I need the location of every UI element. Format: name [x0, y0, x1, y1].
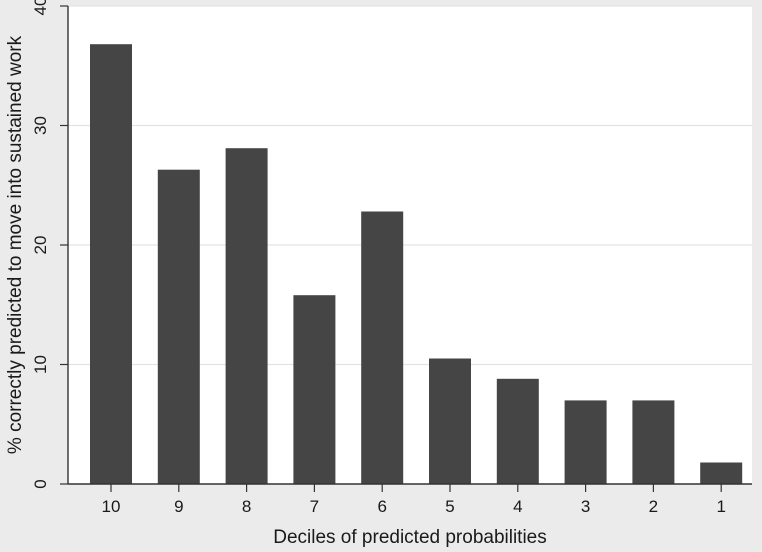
bar — [632, 400, 675, 484]
x-tick-label: 1 — [716, 497, 725, 516]
x-tick-label: 5 — [445, 497, 454, 516]
bar — [90, 44, 132, 484]
y-tick-label: 0 — [31, 479, 50, 488]
x-tick-label: 9 — [174, 497, 183, 516]
bar — [157, 169, 200, 484]
x-tick-label: 8 — [242, 497, 251, 516]
bar — [225, 148, 268, 484]
x-tick-label: 7 — [310, 497, 319, 516]
bar — [496, 378, 539, 484]
y-axis-title: % correctly predicted to move into susta… — [5, 35, 26, 454]
bar — [700, 462, 743, 484]
y-tick-label: 10 — [31, 355, 50, 374]
bars — [90, 44, 743, 484]
bar — [361, 211, 404, 484]
x-tick-label: 2 — [649, 497, 658, 516]
y-tick-label: 30 — [31, 116, 50, 135]
y-ticks: 0 10 20 30 40 — [31, 0, 68, 489]
x-tick-label: 10 — [102, 497, 121, 516]
y-tick-label: 40 — [31, 0, 50, 15]
x-ticks: 10 9 8 7 6 5 4 3 2 1 — [102, 484, 726, 516]
x-tick-label: 6 — [377, 497, 386, 516]
x-tick-label: 3 — [581, 497, 590, 516]
bar — [293, 295, 336, 484]
x-axis-title: Deciles of predicted probabilities — [273, 527, 547, 548]
y-tick-label: 20 — [31, 236, 50, 255]
bar — [429, 358, 471, 484]
x-tick-label: 4 — [513, 497, 522, 516]
bar — [564, 400, 607, 484]
